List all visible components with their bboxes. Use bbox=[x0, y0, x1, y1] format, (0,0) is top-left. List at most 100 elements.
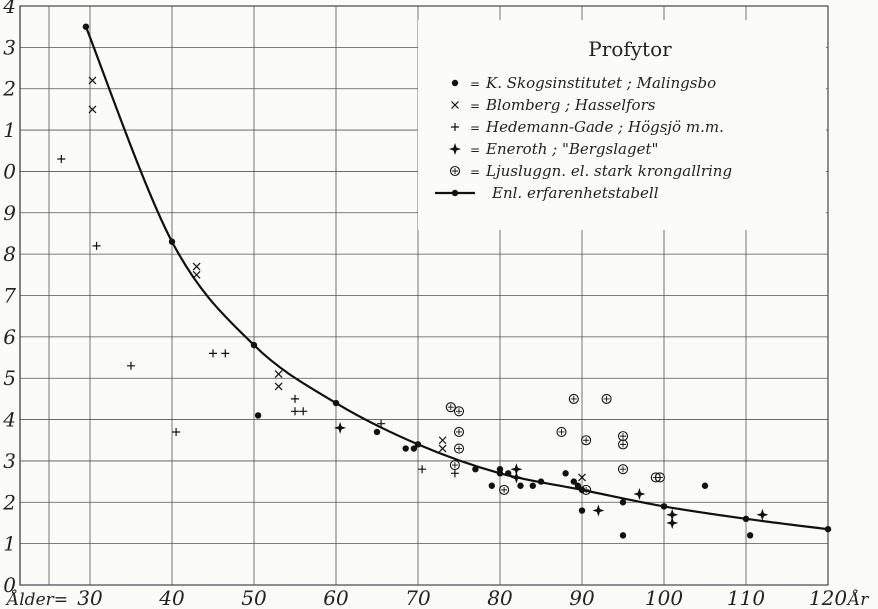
star-mark bbox=[510, 463, 523, 476]
ring-mark bbox=[568, 393, 579, 404]
ring-inner-mark bbox=[451, 462, 458, 469]
data-point-cross bbox=[192, 262, 201, 271]
y-tick-label: 8 bbox=[3, 242, 16, 266]
data-point-dot bbox=[619, 532, 627, 539]
plus-mark bbox=[291, 394, 299, 403]
ring-mark bbox=[617, 464, 629, 475]
data-point-circle bbox=[601, 393, 612, 404]
cross-mark bbox=[192, 262, 201, 271]
y-tick-label: 10 bbox=[0, 159, 16, 183]
data-point-cross bbox=[578, 473, 586, 482]
ring-inner-mark bbox=[501, 486, 508, 493]
legend-symbol-dot bbox=[451, 79, 459, 87]
ring-inner-mark bbox=[456, 428, 462, 435]
star-mark bbox=[633, 488, 646, 501]
legend-equals: = bbox=[470, 121, 480, 135]
data-point-circle bbox=[617, 439, 629, 450]
y-tick-label: 2 bbox=[2, 490, 16, 514]
data-point-circle bbox=[449, 460, 460, 471]
data-point-plus bbox=[172, 427, 181, 436]
cross-mark bbox=[192, 270, 201, 279]
ring-inner-mark bbox=[583, 486, 590, 493]
plus-mark bbox=[299, 407, 308, 416]
y-tick-label: 11 bbox=[0, 118, 16, 142]
cross-mark bbox=[438, 444, 447, 453]
star-mark bbox=[666, 508, 679, 521]
ring-inner-mark bbox=[620, 466, 626, 473]
experience-curve-line bbox=[84, 26, 829, 531]
dot-mark bbox=[619, 499, 627, 506]
data-point-star bbox=[510, 471, 523, 484]
x-tick-label: 80 bbox=[487, 586, 513, 609]
dot-mark bbox=[472, 466, 479, 473]
ring-mark bbox=[654, 472, 665, 483]
ring-mark bbox=[449, 460, 460, 471]
data-point-circle bbox=[654, 472, 665, 483]
ring-inner-mark bbox=[620, 433, 626, 440]
legend-entry-label: Eneroth ; "Bergslaget" bbox=[485, 140, 658, 158]
dot-mark bbox=[746, 532, 754, 539]
data-point-cross bbox=[192, 270, 201, 279]
cross-mark bbox=[578, 473, 586, 482]
ring-inner-mark bbox=[456, 408, 462, 415]
legend-entry-label: Ljusluggn. el. stark krongallring bbox=[485, 162, 732, 180]
x-tick-label: 60 bbox=[323, 586, 349, 609]
ring-mark bbox=[581, 435, 592, 446]
star-mark bbox=[666, 516, 679, 529]
cross-mark bbox=[274, 370, 283, 379]
data-point-plus bbox=[209, 349, 217, 358]
axis-labels: Ålder= År bbox=[5, 589, 869, 609]
star-mark bbox=[756, 508, 769, 521]
data-point-plus bbox=[291, 394, 299, 403]
y-tick-label: 7 bbox=[3, 284, 16, 308]
curve-node bbox=[82, 23, 90, 30]
data-point-dot bbox=[505, 470, 512, 477]
data-point-circle bbox=[581, 435, 592, 446]
star-mark bbox=[449, 143, 461, 155]
y-tick-label: 14 bbox=[0, 0, 16, 18]
data-point-plus bbox=[127, 361, 135, 370]
y-tick-label: 12 bbox=[0, 77, 16, 101]
plus-mark bbox=[291, 407, 299, 416]
cross-mark bbox=[88, 76, 97, 85]
x-tick-label: 40 bbox=[158, 586, 185, 609]
curve-node bbox=[414, 441, 422, 448]
data-point-circle bbox=[568, 393, 579, 404]
legend-entry-label: Enl. erfarenhetstabell bbox=[491, 184, 659, 202]
y-tick-label: 13 bbox=[0, 35, 16, 59]
data-point-dot bbox=[570, 478, 577, 485]
data-point-dot bbox=[619, 499, 627, 506]
y-tick-label: 3 bbox=[3, 449, 16, 473]
dot-mark bbox=[578, 507, 586, 514]
ring-mark bbox=[556, 426, 567, 438]
ring-mark bbox=[601, 393, 612, 404]
data-point-cross bbox=[88, 76, 97, 85]
data-point-dot bbox=[578, 507, 586, 514]
plus-mark bbox=[377, 419, 386, 428]
ring-inner-mark bbox=[456, 445, 462, 452]
ring-inner-mark bbox=[447, 404, 454, 411]
legend-equals: = bbox=[470, 143, 480, 157]
dot-mark bbox=[574, 482, 582, 489]
data-point-dot bbox=[402, 445, 409, 452]
y-tick-label: 6 bbox=[3, 325, 16, 349]
dot-mark bbox=[402, 445, 409, 452]
data-point-dot bbox=[537, 478, 545, 485]
data-point-star bbox=[633, 488, 646, 501]
data-point-dot bbox=[517, 482, 524, 489]
dot-mark bbox=[517, 482, 524, 489]
plus-mark bbox=[57, 155, 66, 164]
data-point-dot bbox=[373, 428, 381, 436]
cross-mark bbox=[451, 101, 459, 109]
legend-symbol-line bbox=[435, 189, 475, 197]
x-tick-label: 30 bbox=[77, 586, 103, 609]
data-point-star bbox=[334, 421, 347, 434]
ring-mark bbox=[617, 431, 629, 442]
data-point-dot bbox=[660, 503, 668, 510]
data-point-plus bbox=[221, 349, 230, 358]
data-point-dot bbox=[574, 482, 582, 489]
plus-mark bbox=[172, 427, 181, 436]
ring-inner-mark bbox=[603, 395, 610, 402]
data-point-plus bbox=[299, 407, 308, 416]
